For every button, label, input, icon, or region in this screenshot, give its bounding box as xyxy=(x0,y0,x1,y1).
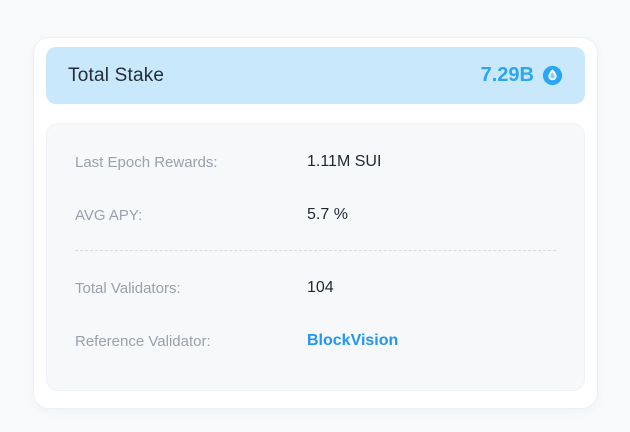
avg-apy-label: AVG APY: xyxy=(75,206,143,224)
stat-row-last-epoch-rewards: Last Epoch Rewards: 1.11M SUI xyxy=(75,152,556,172)
dashed-divider xyxy=(75,250,556,251)
stats-panel: Last Epoch Rewards: 1.11M SUI AVG APY: 5… xyxy=(46,123,585,391)
total-validators-value: 104 xyxy=(307,279,334,296)
total-validators-label: Total Validators: xyxy=(75,279,181,297)
total-stake-card: Total Stake 7.29B Last Epoch Rewards: 1.… xyxy=(33,37,598,409)
total-stake-title: Total Stake xyxy=(68,64,165,86)
reference-validator-label: Reference Validator: xyxy=(75,332,211,350)
stat-row-total-validators: Total Validators: 104 xyxy=(75,278,556,298)
reference-validator-link[interactable]: BlockVision xyxy=(307,332,399,349)
total-stake-value: 7.29B xyxy=(480,64,534,86)
sui-drop-icon xyxy=(542,65,563,86)
last-epoch-rewards-value: 1.11M SUI xyxy=(307,153,382,170)
total-stake-header: Total Stake 7.29B xyxy=(46,47,585,104)
avg-apy-value: 5.7 % xyxy=(307,206,348,223)
stat-row-reference-validator: Reference Validator: BlockVision xyxy=(75,331,556,351)
total-stake-value-wrap: 7.29B xyxy=(481,64,563,87)
stat-row-avg-apy: AVG APY: 5.7 % xyxy=(75,205,556,225)
last-epoch-rewards-label: Last Epoch Rewards: xyxy=(75,153,218,171)
